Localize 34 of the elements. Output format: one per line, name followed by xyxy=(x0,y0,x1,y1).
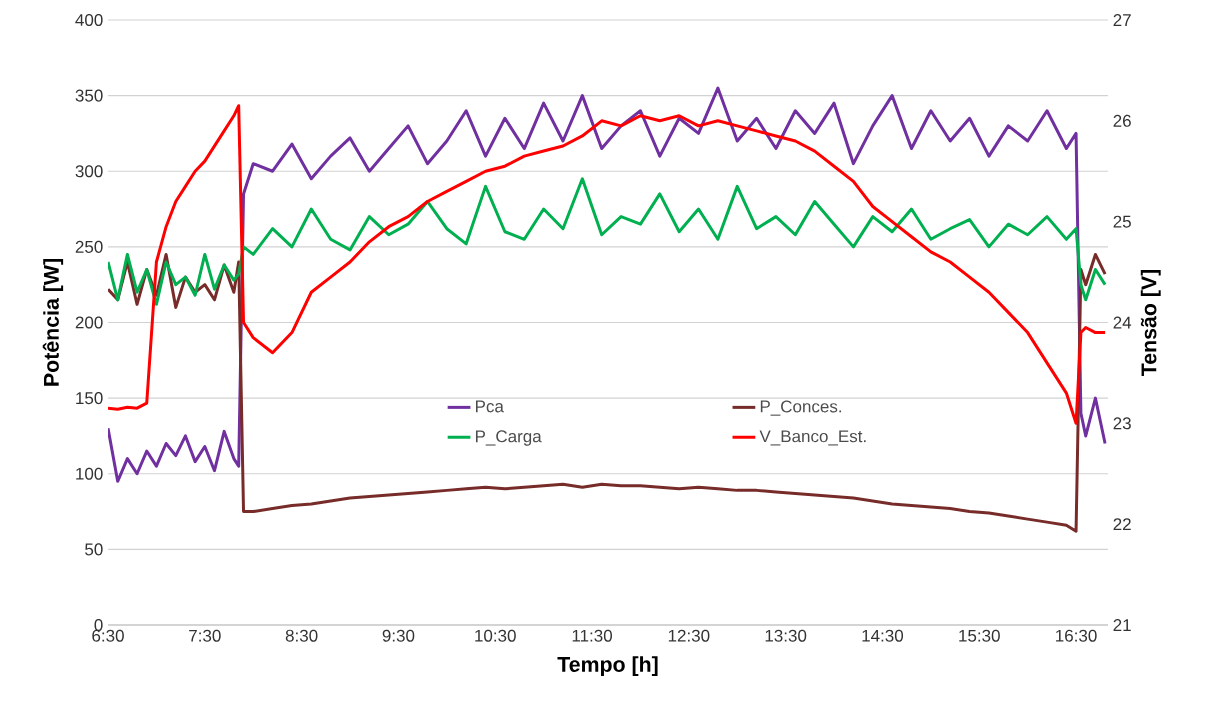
y-tick-label: 300 xyxy=(75,165,103,178)
x-tick-label: 15:30 xyxy=(959,629,1000,642)
y-tick-label: 50 xyxy=(85,543,103,556)
y2-tick-label: 23 xyxy=(1113,417,1131,430)
x-tick-label: 12:30 xyxy=(668,629,710,642)
y-tick-label: 350 xyxy=(75,89,103,102)
x-tick-label: 16:30 xyxy=(1056,629,1097,642)
x-axis-title: Tempo [h] xyxy=(557,656,658,677)
line-series xyxy=(108,177,1107,306)
x-tick-label: 11:30 xyxy=(572,629,612,642)
legend-label: V_Banco_Est. xyxy=(759,430,866,446)
y-tick-label: 100 xyxy=(76,467,103,480)
y-tick-label: 400 xyxy=(75,13,103,27)
y2-tick-label: 24 xyxy=(1113,316,1132,329)
x-tick-label: 7:30 xyxy=(189,629,221,642)
legend-label: Pca xyxy=(476,400,504,413)
y2-tick-label: 25 xyxy=(1113,215,1131,228)
y-tick-label: 250 xyxy=(75,240,103,253)
y-axis-title: Potência [W] xyxy=(42,259,64,386)
x-tick-label: 10:30 xyxy=(475,629,516,642)
y2-axis-title: Tensão [V] xyxy=(1140,269,1161,376)
y-tick-label: 150 xyxy=(76,392,103,405)
x-tick-label: 9:30 xyxy=(382,629,415,642)
y2-tick-label: 22 xyxy=(1113,518,1131,531)
y-tick-label: 200 xyxy=(75,316,103,329)
x-tick-label: 13:30 xyxy=(765,629,807,642)
x-tick-label: 14:30 xyxy=(862,629,904,642)
y2-tick-label: 27 xyxy=(1113,14,1131,26)
legend-label: P_Conces. xyxy=(760,400,842,416)
x-tick-label: 6:30 xyxy=(92,629,124,642)
legend-label: P_Carga xyxy=(476,430,542,446)
y2-tick-label: 26 xyxy=(1113,114,1131,127)
y2-tick-label: 21 xyxy=(1113,619,1131,631)
x-tick-label: 8:30 xyxy=(285,629,318,642)
